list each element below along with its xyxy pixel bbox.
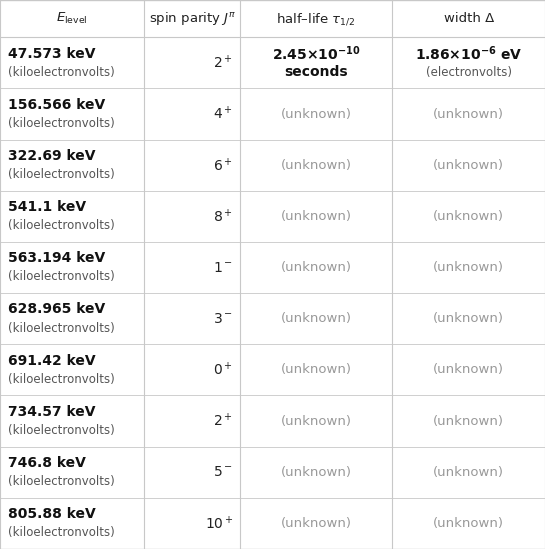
Text: 2$^+$: 2$^+$ xyxy=(214,412,233,430)
Text: (unknown): (unknown) xyxy=(433,466,504,479)
Text: 746.8 keV: 746.8 keV xyxy=(8,456,86,470)
Text: 10$^+$: 10$^+$ xyxy=(204,515,233,532)
Text: (unknown): (unknown) xyxy=(433,210,504,223)
Text: seconds: seconds xyxy=(284,65,348,79)
Text: $\mathbf{1.86{\times}10^{-6}}$ eV: $\mathbf{1.86{\times}10^{-6}}$ eV xyxy=(415,44,522,63)
Text: 5$^-$: 5$^-$ xyxy=(213,465,233,479)
Text: spin parity $J^\pi$: spin parity $J^\pi$ xyxy=(149,10,235,27)
Text: 2$^+$: 2$^+$ xyxy=(214,54,233,71)
Text: 541.1 keV: 541.1 keV xyxy=(8,200,86,214)
Text: (kiloelectronvolts): (kiloelectronvolts) xyxy=(8,475,115,488)
Text: (unknown): (unknown) xyxy=(281,210,352,223)
Text: 4$^+$: 4$^+$ xyxy=(214,105,233,123)
Text: 156.566 keV: 156.566 keV xyxy=(8,98,105,112)
Text: 1$^-$: 1$^-$ xyxy=(213,261,233,274)
Text: (unknown): (unknown) xyxy=(281,363,352,377)
Text: half–life $\tau_{1/2}$: half–life $\tau_{1/2}$ xyxy=(276,11,356,26)
Text: (unknown): (unknown) xyxy=(281,108,352,121)
Text: (unknown): (unknown) xyxy=(433,414,504,428)
Text: (unknown): (unknown) xyxy=(433,363,504,377)
Text: 563.194 keV: 563.194 keV xyxy=(8,251,105,265)
Text: (electronvolts): (electronvolts) xyxy=(426,66,512,79)
Text: (kiloelectronvolts): (kiloelectronvolts) xyxy=(8,322,115,334)
Text: (unknown): (unknown) xyxy=(281,312,352,325)
Text: 628.965 keV: 628.965 keV xyxy=(8,302,105,316)
Text: (kiloelectronvolts): (kiloelectronvolts) xyxy=(8,219,115,232)
Text: 6$^+$: 6$^+$ xyxy=(214,156,233,174)
Text: 3$^-$: 3$^-$ xyxy=(213,312,233,326)
Text: (unknown): (unknown) xyxy=(281,414,352,428)
Text: 8$^+$: 8$^+$ xyxy=(214,208,233,225)
Text: (kiloelectronvolts): (kiloelectronvolts) xyxy=(8,373,115,386)
Text: 322.69 keV: 322.69 keV xyxy=(8,149,96,163)
Text: (kiloelectronvolts): (kiloelectronvolts) xyxy=(8,117,115,130)
Text: (unknown): (unknown) xyxy=(433,517,504,530)
Text: (kiloelectronvolts): (kiloelectronvolts) xyxy=(8,66,115,79)
Text: (unknown): (unknown) xyxy=(433,261,504,274)
Text: 0$^+$: 0$^+$ xyxy=(214,361,233,379)
Text: (unknown): (unknown) xyxy=(433,108,504,121)
Text: $E_\mathrm{level}$: $E_\mathrm{level}$ xyxy=(57,11,88,26)
Text: (unknown): (unknown) xyxy=(433,312,504,325)
Text: (unknown): (unknown) xyxy=(433,159,504,172)
Text: width Δ: width Δ xyxy=(444,12,494,25)
Text: (unknown): (unknown) xyxy=(281,159,352,172)
Text: $\mathbf{2.45{\times}10^{-10}}$: $\mathbf{2.45{\times}10^{-10}}$ xyxy=(272,44,360,63)
Text: 691.42 keV: 691.42 keV xyxy=(8,354,96,368)
Text: 734.57 keV: 734.57 keV xyxy=(8,405,96,419)
Text: 805.88 keV: 805.88 keV xyxy=(8,507,96,521)
Text: (unknown): (unknown) xyxy=(281,466,352,479)
Text: (kiloelectronvolts): (kiloelectronvolts) xyxy=(8,271,115,283)
Text: (kiloelectronvolts): (kiloelectronvolts) xyxy=(8,526,115,539)
Text: (kiloelectronvolts): (kiloelectronvolts) xyxy=(8,168,115,181)
Text: 47.573 keV: 47.573 keV xyxy=(8,47,96,60)
Text: (unknown): (unknown) xyxy=(281,261,352,274)
Text: (kiloelectronvolts): (kiloelectronvolts) xyxy=(8,424,115,437)
Text: (unknown): (unknown) xyxy=(281,517,352,530)
